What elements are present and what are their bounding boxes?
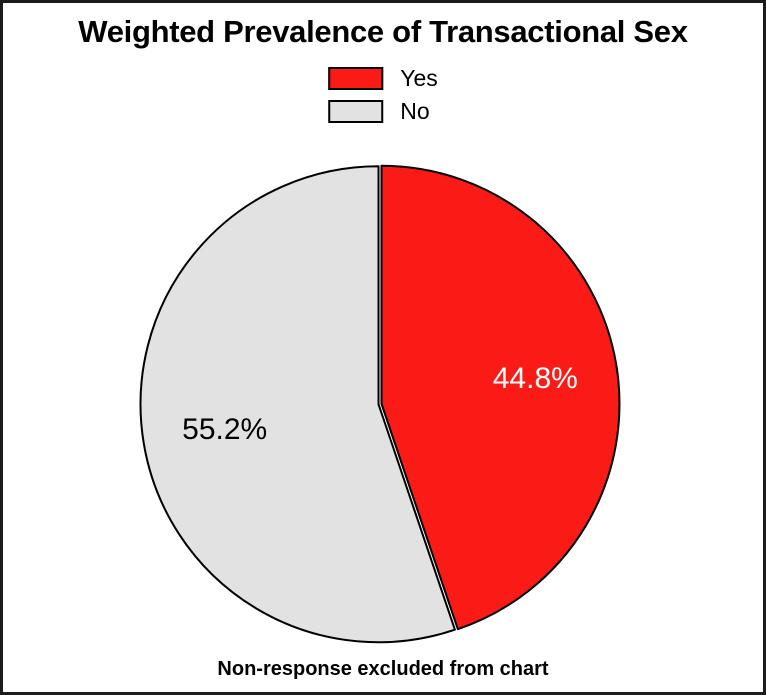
pie-slice-yes bbox=[380, 164, 621, 631]
legend-swatch-yes bbox=[328, 67, 384, 90]
legend-label-yes: Yes bbox=[400, 65, 438, 91]
chart-footnote: Non-response excluded from chart bbox=[217, 658, 549, 680]
pie-slice-label-no: 55.2% bbox=[182, 413, 267, 446]
legend-label-no: No bbox=[400, 98, 430, 124]
legend: Yes No bbox=[328, 67, 438, 123]
legend-swatch-no bbox=[328, 100, 384, 123]
chart-title: Weighted Prevalence of Transactional Sex bbox=[78, 14, 688, 49]
pie-slice-label-yes: 44.8% bbox=[493, 362, 578, 395]
pie-chart: 44.8% 55.2% bbox=[139, 164, 621, 644]
legend-item-no: No bbox=[328, 100, 438, 123]
legend-item-yes: Yes bbox=[328, 67, 438, 90]
pie-slice-no bbox=[139, 165, 456, 644]
